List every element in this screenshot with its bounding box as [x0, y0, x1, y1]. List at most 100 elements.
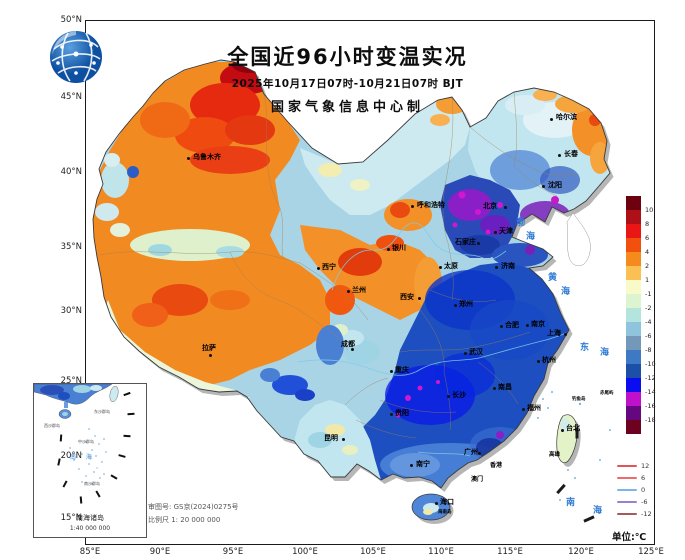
lat-tick-label: 25°N: [60, 376, 82, 386]
city-label: 西安: [400, 293, 414, 301]
colorbar-tick-label: -18: [645, 416, 656, 424]
city-label: 重庆: [395, 366, 409, 374]
city-label: 昆明: [324, 434, 338, 442]
temperature-colorbar: 10 8 6 4 2 1 -1 -2 -4 -6 -8 -10 -12 -14 -16 -18: [626, 196, 666, 434]
inset-island-label: 南沙群岛: [84, 481, 100, 486]
city-label: 海南岛: [438, 510, 452, 515]
contour-line-sample: [617, 489, 637, 491]
sea-name-char: 海: [593, 506, 603, 516]
colorbar-segment: [626, 280, 641, 294]
city-dot: [476, 241, 480, 245]
page-title: 全国近96小时变温实况: [227, 45, 468, 69]
city-dot: [463, 351, 467, 355]
contour-legend-row: 12: [617, 460, 652, 472]
city-label: 钓鱼岛: [572, 397, 586, 402]
inset-title: 南海诸岛: [76, 514, 104, 522]
city-label: 北京: [483, 202, 497, 210]
city-dot: [434, 501, 438, 505]
contour-line-legend: 12 6 0 -6 -12: [617, 460, 652, 520]
colorbar-tick-label: -8: [645, 346, 652, 354]
colorbar-tick-label: 8: [645, 220, 650, 228]
city-label: 长沙: [452, 391, 466, 399]
map-scale: 比例尺 1: 20 000 000: [148, 516, 221, 524]
contour-line-value: -12: [641, 509, 652, 518]
inset-island-label: 中沙群岛: [78, 439, 94, 444]
city-dot: [493, 230, 497, 234]
city-label: 广州: [464, 448, 478, 456]
sea-name-char: 海: [561, 287, 571, 297]
sea-islets: [537, 391, 611, 501]
city-dot: [525, 323, 529, 327]
lon-tick-label: 105°E: [360, 547, 386, 557]
colorbar-segment: [626, 266, 641, 280]
map-approval-number: 审图号: GS京(2024)0275号: [148, 503, 239, 511]
dash-line-marks: [556, 427, 595, 523]
city-label: 福州: [527, 404, 541, 412]
inset-dash-line: [57, 391, 135, 504]
colorbar-segment: [626, 210, 641, 224]
south-china-sea-inset: 南 海 南海诸岛 1:40 000 000 东沙群岛 西沙群岛 中沙群岛 南沙群岛: [33, 383, 147, 538]
city-label: 太原: [444, 262, 458, 270]
colorbar-tick-label: 10: [645, 206, 654, 214]
china-outline: [92, 59, 611, 489]
city-dot: [453, 303, 457, 307]
colorbar-segment: [626, 322, 641, 336]
city-dot: [389, 369, 393, 373]
contour-line-sample: [617, 477, 637, 479]
city-label: 郑州: [459, 300, 473, 308]
city-label: 成都: [341, 340, 355, 348]
city-dot: [386, 247, 390, 251]
lon-tick-label: 125°E: [638, 547, 664, 557]
colorbar-tick-label: -2: [645, 304, 652, 312]
city-label: 济南: [501, 262, 515, 270]
contour-legend-row: 0: [617, 484, 652, 496]
city-label: 台北: [566, 424, 580, 432]
colorbar-segment: [626, 196, 641, 210]
colorbar-segment: [626, 364, 641, 378]
city-label: 拉萨: [202, 344, 216, 352]
lat-tick-label: 40°N: [60, 167, 82, 177]
contour-line-value: -6: [641, 497, 648, 506]
city-dot: [341, 437, 345, 441]
city-label: 赤尾屿: [600, 391, 614, 396]
lat-tick-label: 15°N: [60, 513, 82, 523]
city-dot: [350, 347, 354, 351]
contour-line-value: 12: [641, 461, 650, 470]
colorbar-segment: [626, 252, 641, 266]
unit-label: 单位:℃: [612, 532, 647, 543]
city-label: 南京: [531, 320, 545, 328]
colorbar-tick-label: 2: [645, 262, 650, 270]
city-dot: [492, 386, 496, 390]
city-label: 石家庄: [455, 238, 476, 246]
city-dot: [503, 205, 507, 209]
city-label: 西宁: [322, 263, 336, 271]
colorbar-tick-label: -14: [645, 388, 656, 396]
city-dot: [208, 353, 212, 357]
contour-line-value: 6: [641, 473, 646, 482]
city-dot: [499, 324, 503, 328]
city-label: 呼和浩特: [417, 201, 445, 209]
valid-period: 2025年10月17日07时-10月21日07时 BJT: [231, 78, 464, 91]
city-label: 银川: [392, 244, 406, 252]
city-label: 南宁: [416, 460, 430, 468]
nmic-logo: [50, 31, 102, 83]
colorbar-tick-label: -12: [645, 374, 656, 382]
city-dot: [186, 156, 190, 160]
lat-tick-label: 45°N: [60, 92, 82, 102]
sea-name-char: 渤: [516, 218, 526, 228]
rivers: [297, 222, 567, 457]
colorbar-tick-label: -10: [645, 360, 656, 368]
lon-tick-label: 120°E: [568, 547, 594, 557]
contour-legend-row: 6: [617, 472, 652, 484]
city-dot: [409, 463, 413, 467]
city-dot: [557, 153, 561, 157]
colorbar-segment: [626, 350, 641, 364]
colorbar-segment: [626, 420, 641, 434]
city-dot: [438, 265, 442, 269]
lon-tick-label: 100°E: [292, 547, 318, 557]
lon-tick-label: 90°E: [149, 547, 171, 557]
sea-name-char: 海: [600, 348, 610, 358]
city-label: 长春: [564, 150, 578, 158]
city-label: 乌鲁木齐: [193, 153, 221, 161]
title-block: 全国近96小时变温实况 2025年10月17日07时-10月21日07时 BJT…: [160, 45, 535, 115]
